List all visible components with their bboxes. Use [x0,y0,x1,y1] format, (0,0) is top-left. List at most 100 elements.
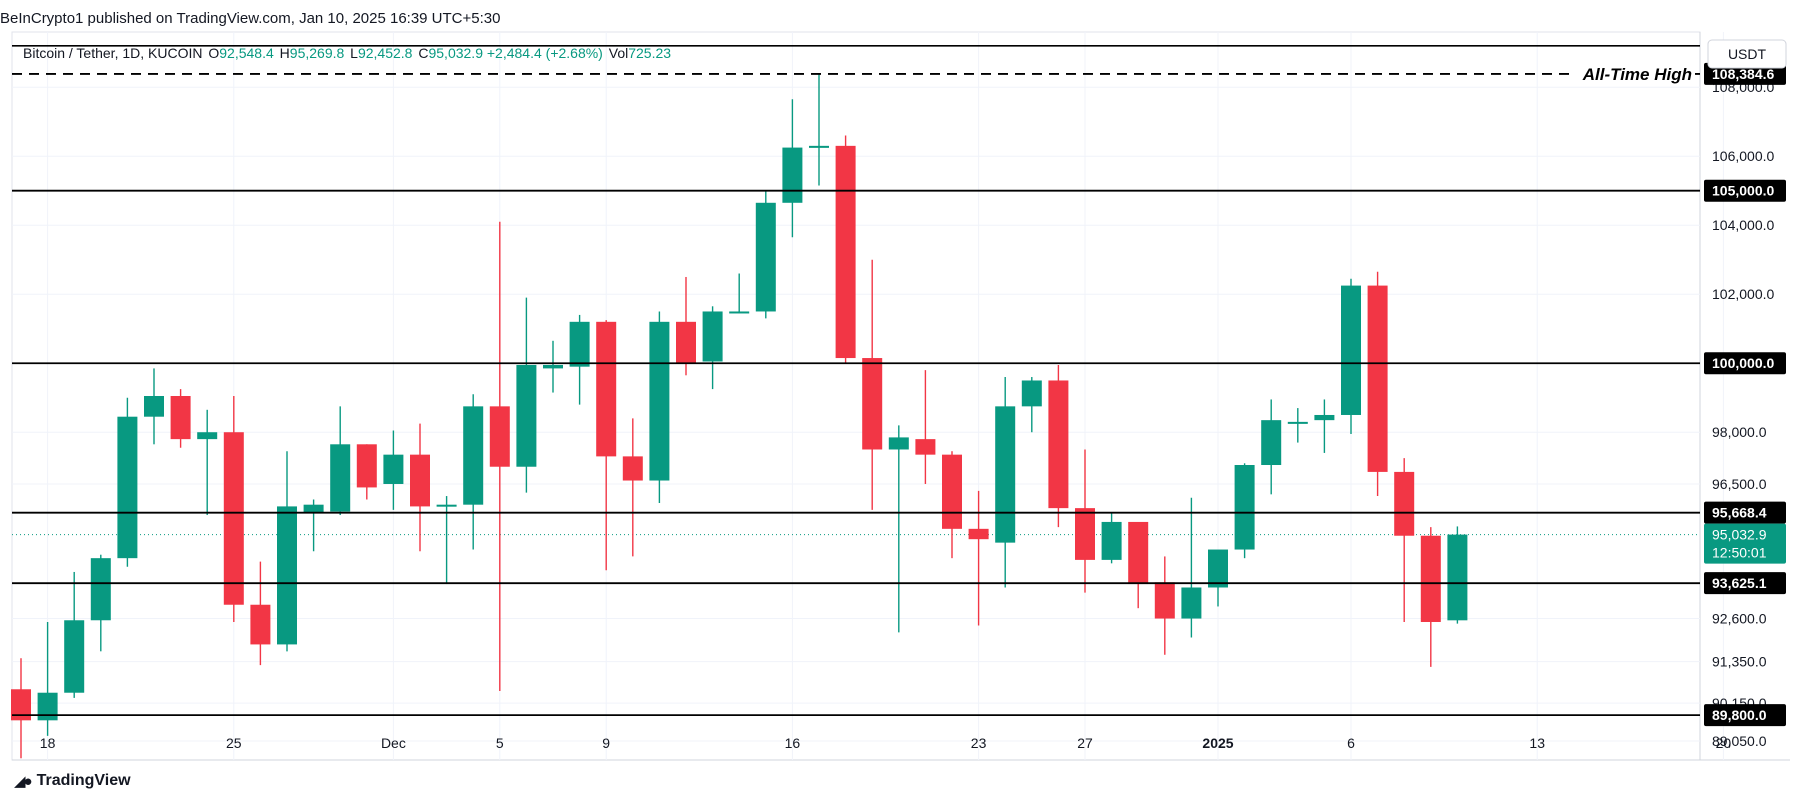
candle-body [915,439,936,455]
candle-body [1075,508,1095,560]
tradingview-logo-icon: ◢● [14,773,33,790]
candle-body [516,364,537,467]
level-price-tag-bg [1704,352,1786,375]
x-tick-label: 6 [1347,735,1355,751]
candle-body [410,454,430,507]
y-tick-label: 102,000.0 [1712,286,1774,302]
legend-open-value: 92,548.4 [219,45,274,61]
candle-body [1154,582,1175,619]
ohlc-legend: Bitcoin / Tether, 1D, KUCOIN O92,548.4 H… [23,45,671,61]
candle-body [117,416,138,559]
candle-body [649,321,670,481]
publisher-line: BeInCrypto1 published on TradingView.com… [0,10,501,27]
candle-body [436,504,457,507]
candle-body [144,396,164,417]
candle-body [1420,535,1441,622]
x-tick-label: 5 [496,735,504,751]
candle-body [862,358,883,450]
y-tick-label: 96,500.0 [1712,476,1767,492]
candle-body [835,145,856,359]
candle-body [1181,587,1202,619]
candle-body [197,432,218,440]
level-price-tag: 108,384.6 [1712,66,1774,82]
level-price-tag-bg [1704,179,1786,202]
legend-change: +2,484.4 (+2.68%) [486,45,603,61]
legend-volume-value: 725.23 [628,45,672,61]
candle-body [942,454,962,529]
x-tick-label: 13 [1529,735,1545,751]
candle-body [729,311,750,314]
candle-body [1394,471,1415,536]
currency-badge[interactable] [1707,39,1787,69]
candle-body [569,321,590,367]
candle-body [383,454,404,484]
candle-body [37,692,58,721]
candle-body [90,558,111,621]
legend-volume-label: Vol [608,45,629,61]
legend-low-value: 92,452.8 [357,45,413,61]
x-tick-label: 20 [1716,735,1732,751]
candle-body [755,202,776,312]
level-price-tag-bg [1704,501,1786,524]
candle-body [596,321,617,457]
y-tick-label: 98,000.0 [1712,424,1767,440]
legend-symbol: Bitcoin / Tether, 1D, KUCOIN [23,45,203,61]
legend-close-value: 95,032.9 [428,45,483,61]
candle-body [463,406,484,505]
candle-body [170,396,191,440]
candle-body [1128,521,1149,585]
legend-open-label: O [208,45,220,61]
last-price-tag-bg [1704,523,1786,564]
y-tick-label: 92,600.0 [1712,611,1767,627]
currency-badge-label[interactable]: USDT [1728,46,1767,62]
candle-body [1261,420,1282,466]
candle-body [64,620,85,693]
candle-body [1447,534,1468,621]
candle-body [250,604,271,645]
last-price-tag: 95,032.9 [1712,527,1767,543]
candle-body [489,406,510,467]
candle-body [995,406,1016,543]
x-tick-label: 18 [40,735,56,751]
candle-body [968,528,989,540]
legend-close-label: C [418,45,429,61]
legend-high-label: H [279,45,290,61]
candle-body [1048,380,1069,509]
candle-body [543,364,563,369]
ath-annotation-bg [1575,61,1693,84]
x-tick-label: 9 [602,735,610,751]
candle-body [223,432,244,605]
candle-body [782,147,803,203]
x-tick-label: 2025 [1202,735,1233,751]
tradingview-brand[interactable]: ◢● TradingView [14,772,131,790]
legend-low-label: L [350,45,358,61]
candle-body [356,444,377,488]
candle-body [330,444,351,512]
candle-body [809,145,829,148]
candle-body [1234,465,1255,550]
level-price-tag: 89,800.0 [1712,707,1767,723]
y-tick-label: 104,000.0 [1712,217,1774,233]
y-tick-label: 89,050.0 [1712,733,1767,749]
candle-body [702,311,723,362]
x-tick-label: 16 [785,735,801,751]
x-tick-label: 25 [226,735,242,751]
candle-body [622,456,643,481]
level-price-tag-bg [1704,572,1786,595]
x-tick-label: Dec [381,735,406,751]
candle-body [1287,421,1308,424]
countdown-timer: 12:50:01 [1712,545,1767,561]
plot-area [11,31,1701,761]
candle-body [1341,285,1361,415]
candle-body [303,504,324,514]
x-tick-label: 27 [1077,735,1093,751]
level-price-tag: 93,625.1 [1712,575,1767,591]
y-tick-label: 106,000.0 [1712,148,1774,164]
candle-body [1101,521,1122,560]
level-price-tag: 105,000.0 [1712,183,1774,199]
candle-body [1021,380,1042,407]
tradingview-brand-label: TradingView [36,772,131,789]
level-price-tag: 95,668.4 [1712,505,1767,521]
candle-body [1208,549,1228,588]
